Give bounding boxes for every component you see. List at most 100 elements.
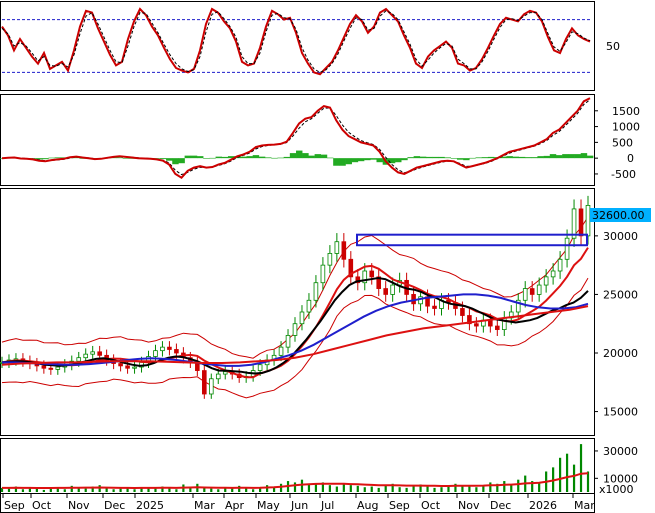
candle-body xyxy=(495,325,500,330)
volume-bar xyxy=(447,485,450,492)
macd-signal-line xyxy=(1,99,591,176)
candle-body xyxy=(292,323,298,336)
volume-bar xyxy=(468,486,471,492)
macd-histogram-bar xyxy=(197,156,204,159)
x-tick-label: Oct xyxy=(421,499,441,512)
macd-panel: 1500 1000 500 0 -500 xyxy=(0,97,640,181)
stochastic-panel: 50 xyxy=(1,7,620,76)
stoch-series-1 xyxy=(1,7,591,76)
volume-bar xyxy=(84,488,87,492)
volume-bar xyxy=(210,488,213,492)
macd-histogram-bar xyxy=(351,158,359,163)
macd-histogram-bar xyxy=(308,155,315,159)
macd-histogram-bar xyxy=(190,155,198,159)
macd-histogram-bar xyxy=(525,157,532,159)
macd-histogram-bar xyxy=(432,156,439,159)
macd-histogram-bar xyxy=(518,156,526,159)
macd-histogram-bar xyxy=(568,154,575,159)
volume-bar xyxy=(49,487,52,492)
volume-bar xyxy=(475,487,478,492)
candle-body xyxy=(564,237,570,260)
volume-bar xyxy=(91,486,94,492)
macd-histogram-bar xyxy=(357,158,365,162)
ma-blue xyxy=(2,293,589,367)
volume-bar xyxy=(419,484,422,492)
macd-histogram-bar xyxy=(258,156,266,159)
volume-bar xyxy=(126,487,129,492)
volume-bar xyxy=(510,485,513,492)
volume-bar xyxy=(14,486,18,492)
macd-histogram-bar xyxy=(549,154,557,159)
stoch-tick-50: 50 xyxy=(606,40,620,53)
volume-bar xyxy=(405,487,408,492)
volume-bar xyxy=(440,487,443,492)
volume-bar xyxy=(349,485,352,492)
volume-bar xyxy=(370,486,373,492)
candle-body xyxy=(515,299,521,313)
volume-bar xyxy=(307,483,311,492)
macd-histogram-bar xyxy=(265,157,272,159)
volume-bar xyxy=(259,487,262,492)
macd-histogram-bar xyxy=(203,158,210,159)
volume-bar xyxy=(377,487,380,492)
x-tick-label: Mar xyxy=(194,499,215,512)
macd-tick-label: -500 xyxy=(611,168,636,181)
volume-bar xyxy=(245,487,248,492)
macd-histogram-bar xyxy=(122,158,130,159)
macd-histogram-bar xyxy=(401,158,408,161)
volume-bar xyxy=(356,485,359,492)
volume-bar xyxy=(412,485,415,492)
candle-body xyxy=(585,204,591,237)
candle-body xyxy=(41,365,47,369)
volume-bar xyxy=(565,453,569,492)
macd-histogram-bar xyxy=(178,158,185,164)
volume-bar xyxy=(35,488,38,492)
volume-bar xyxy=(252,489,255,492)
macd-histogram-bar xyxy=(438,156,445,159)
candle-body xyxy=(571,208,577,239)
macd-histogram-bar xyxy=(345,158,352,165)
x-tick-label: Apr xyxy=(225,499,245,512)
volume-bar xyxy=(203,487,206,492)
macd-histogram-bar xyxy=(456,158,464,160)
price-tick-label: 25000 xyxy=(603,288,638,301)
macd-histogram-bar xyxy=(42,158,49,160)
candle-body xyxy=(160,346,165,352)
x-tick-label: May xyxy=(257,499,280,512)
candle-body xyxy=(306,299,312,313)
candle-body xyxy=(355,276,361,284)
candle-body xyxy=(90,351,95,355)
macd-histogram-bar xyxy=(283,156,291,159)
candle-body xyxy=(543,276,549,286)
volume-bar xyxy=(398,487,401,492)
macd-histogram-bar xyxy=(419,156,427,159)
x-tick-label: 2025 xyxy=(136,499,164,512)
volume-bar xyxy=(572,464,576,492)
macd-histogram-bar xyxy=(388,158,396,164)
volume-tick-label: 30000 xyxy=(603,445,638,458)
price-panel: 30000 25000 20000 15000 xyxy=(0,195,638,419)
candle-body xyxy=(522,288,528,301)
volume-bar xyxy=(133,489,136,492)
candle-body xyxy=(383,288,388,295)
macd-histogram-bar xyxy=(463,158,470,161)
candle-body xyxy=(390,284,395,295)
macd-histogram-bar xyxy=(413,156,421,159)
macd-histogram-bar xyxy=(543,155,551,159)
volume-bar xyxy=(293,482,297,492)
macd-tick-label: 0 xyxy=(627,152,634,165)
candle-body xyxy=(432,305,437,309)
macd-histogram-bar xyxy=(333,158,340,166)
volume-bar xyxy=(391,483,394,492)
candle-body xyxy=(222,371,228,375)
volume-bar xyxy=(189,486,192,492)
macd-histogram-bar xyxy=(271,157,278,159)
x-tick-label: Oct xyxy=(32,499,52,512)
volume-bar xyxy=(454,483,457,492)
resistance-box xyxy=(356,233,588,247)
volume-bar xyxy=(161,486,164,492)
volume-bar xyxy=(77,487,80,492)
x-tick-label: 2026 xyxy=(529,499,557,512)
volume-bar xyxy=(489,482,492,492)
macd-histogram-bar xyxy=(487,156,495,159)
